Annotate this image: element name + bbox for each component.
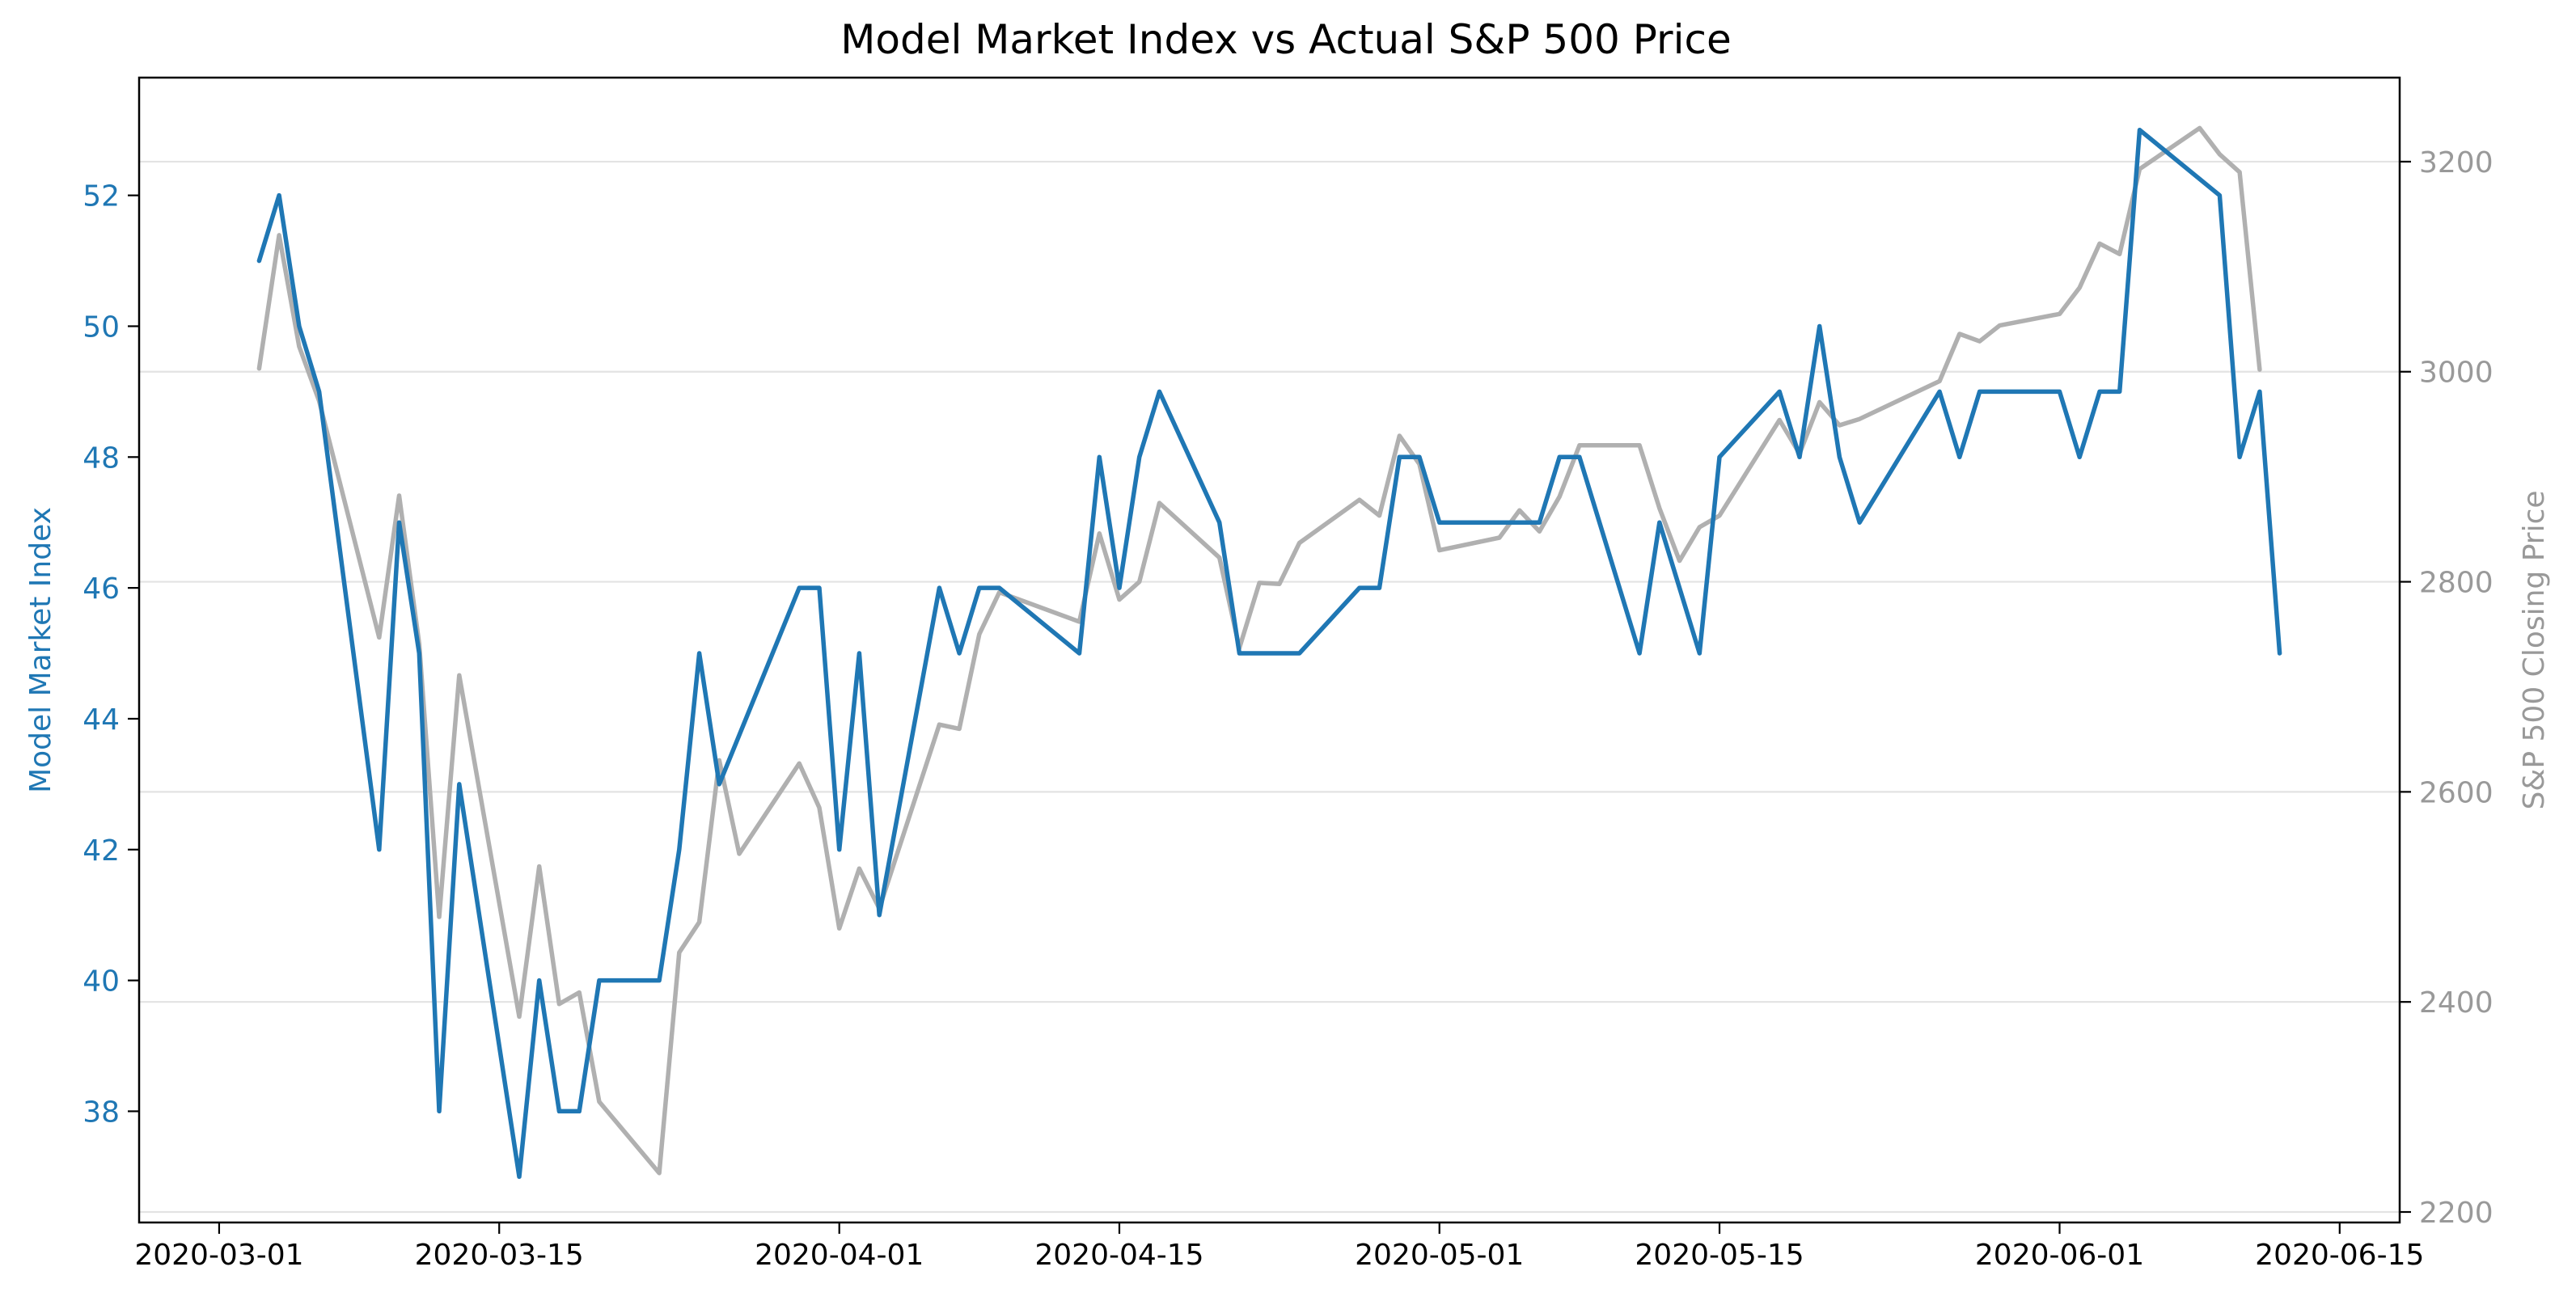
left-y-tick-label: 44 bbox=[82, 703, 120, 737]
x-tick-label: 2020-04-01 bbox=[755, 1239, 924, 1272]
x-tick-label: 2020-03-15 bbox=[415, 1239, 584, 1272]
plot-frame bbox=[137, 76, 2401, 1224]
right-y-tick-label: 3000 bbox=[2419, 357, 2494, 390]
axes: 2020-03-01 2020-03-15 2020-04-01 2020-04-15… bbox=[82, 146, 2493, 1272]
right-y-tick-label: 3200 bbox=[2419, 146, 2494, 179]
left-y-tick-label: 48 bbox=[82, 441, 120, 475]
right-y-tick-label: 2200 bbox=[2419, 1197, 2494, 1230]
left-y-tick-label: 46 bbox=[82, 572, 120, 606]
x-tick-label: 2020-04-15 bbox=[1034, 1239, 1203, 1272]
x-tick-label: 2020-05-01 bbox=[1355, 1239, 1524, 1272]
left-y-tick-label: 42 bbox=[82, 834, 120, 868]
plot-series bbox=[256, 125, 2282, 1180]
x-tick-label: 2020-03-01 bbox=[134, 1239, 303, 1272]
left-axis-label: Model Market Index bbox=[24, 507, 57, 793]
left-y-tick-label: 50 bbox=[82, 310, 120, 344]
left-y-tick-label: 40 bbox=[82, 965, 120, 999]
chart-title: Model Market Index vs Actual S&P 500 Pri… bbox=[840, 16, 1731, 63]
right-y-tick-label: 2400 bbox=[2419, 986, 2494, 1020]
right-y-tick-label: 2800 bbox=[2419, 567, 2494, 600]
x-tick-label: 2020-06-15 bbox=[2255, 1239, 2424, 1272]
model-index-line bbox=[256, 127, 2282, 1180]
left-y-tick-label: 52 bbox=[82, 180, 120, 213]
left-y-tick-label: 38 bbox=[82, 1096, 120, 1129]
right-y-tick-label: 2600 bbox=[2419, 776, 2494, 809]
x-tick-label: 2020-05-15 bbox=[1635, 1239, 1804, 1272]
x-tick-label: 2020-06-01 bbox=[1975, 1239, 2144, 1272]
sp500-price-line bbox=[256, 125, 2262, 1176]
right-axis-label: S&P 500 Closing Price bbox=[2518, 490, 2551, 809]
